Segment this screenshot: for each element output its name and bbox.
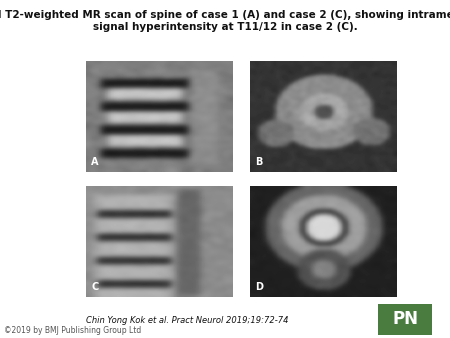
Text: A: A (91, 157, 99, 167)
Text: B: B (256, 157, 263, 167)
Text: PN: PN (392, 310, 418, 329)
Text: Sagittal T2-weighted MR scan of spine of case 1 (A) and case 2 (C), showing intr: Sagittal T2-weighted MR scan of spine of… (0, 10, 450, 32)
Text: Chin Yong Kok et al. Pract Neurol 2019;19:72-74: Chin Yong Kok et al. Pract Neurol 2019;1… (86, 316, 288, 325)
Text: C: C (91, 282, 99, 292)
Text: D: D (256, 282, 264, 292)
Text: ©2019 by BMJ Publishing Group Ltd: ©2019 by BMJ Publishing Group Ltd (4, 325, 142, 335)
